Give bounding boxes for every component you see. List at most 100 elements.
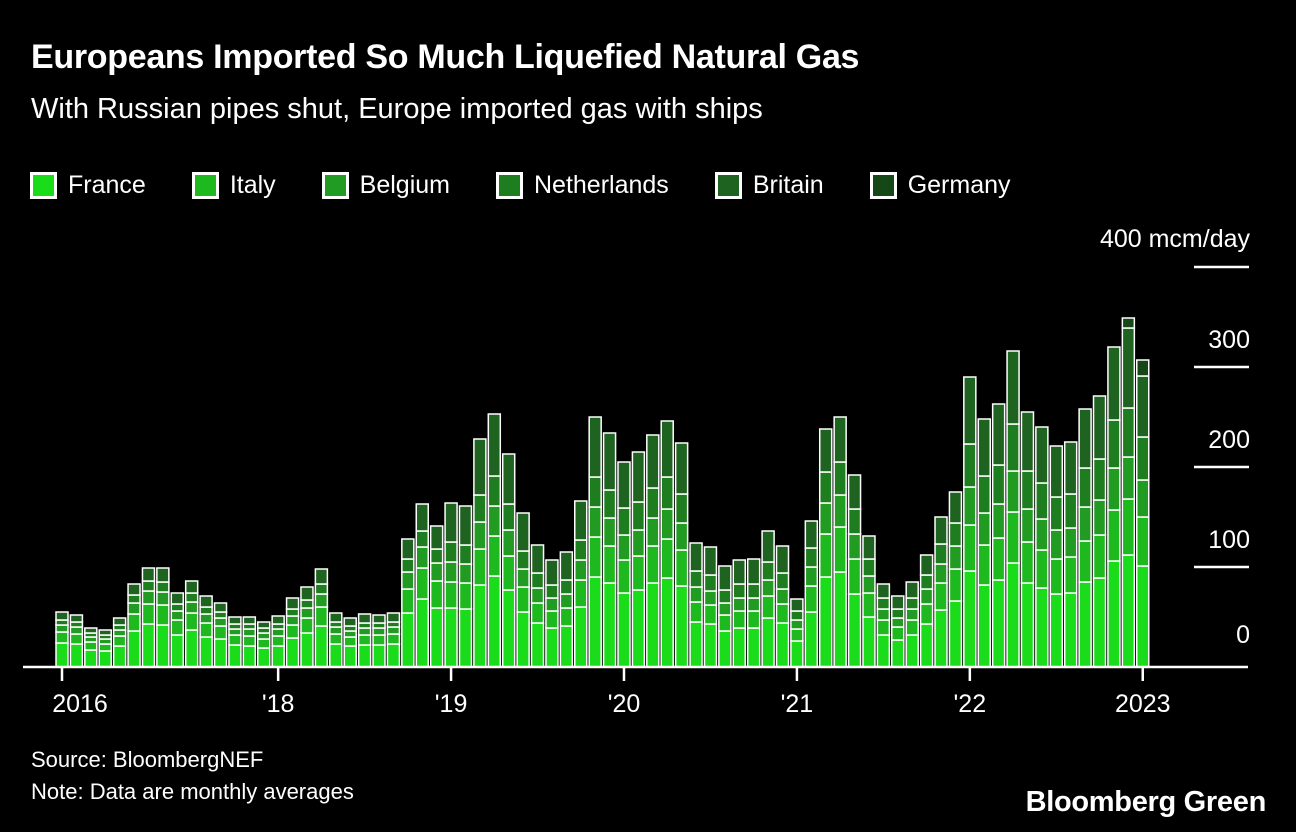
bar-segment-britain <box>127 583 141 596</box>
bar-segment-italy <box>905 619 919 636</box>
bar-segment-britain <box>1136 375 1150 438</box>
bar-segment-britain <box>804 520 819 549</box>
bar-segment-netherlands <box>1049 496 1064 531</box>
x-axis-label-2016: 2016 <box>52 690 108 718</box>
bar-segment-netherlands <box>1092 458 1107 501</box>
bar-segment-italy <box>617 559 631 594</box>
bar-segment-france <box>285 637 300 668</box>
bar-segment-netherlands <box>170 603 185 612</box>
bar-segment-france <box>588 576 602 668</box>
bar-segment-belgium <box>1078 506 1092 542</box>
bar-segment-italy <box>862 592 876 618</box>
bar-segment-france <box>790 640 804 668</box>
bar-segment-france <box>256 647 271 668</box>
bar-segment-britain <box>588 416 602 478</box>
bar-segment-italy <box>184 612 199 631</box>
bar-segment-france <box>1063 592 1078 668</box>
bar-segment-netherlands <box>919 574 934 590</box>
bar-segment-netherlands <box>876 597 891 610</box>
bar-segment-italy <box>674 549 689 587</box>
bar-segment-italy <box>473 548 487 586</box>
bar-segment-britain <box>761 530 775 563</box>
bar-segment-britain <box>977 418 991 477</box>
bar-segment-britain <box>1049 445 1064 498</box>
bar-segment-france <box>84 649 98 668</box>
y-axis-label-0: 0 <box>1236 621 1250 649</box>
bar-segment-italy <box>444 581 458 609</box>
bar-segment-belgium <box>343 630 357 638</box>
bar-segment-netherlands <box>775 572 790 590</box>
bar-segment-britain <box>1063 441 1078 495</box>
legend-label-netherlands: Netherlands <box>534 171 669 199</box>
bar-segment-netherlands <box>1078 467 1092 508</box>
bar-segment-france <box>329 643 343 668</box>
bar-segment-france <box>1121 554 1136 668</box>
bar-segment-belgium <box>862 575 876 594</box>
bar-segment-britain <box>401 538 415 560</box>
bar-segment-britain <box>746 558 761 585</box>
bar-segment-france <box>919 623 934 668</box>
bar-segment-netherlands <box>156 581 170 593</box>
bar-segment-france <box>343 645 357 668</box>
bar-segment-belgium <box>545 597 559 612</box>
bar-segment-belgium <box>847 533 862 560</box>
bar-segment-belgium <box>256 632 271 640</box>
bar-segment-britain <box>963 376 977 445</box>
bar-segment-belgium <box>775 588 790 605</box>
bar-segment-belgium <box>300 607 314 619</box>
bar-segment-italy <box>84 641 98 651</box>
bar-segment-britain <box>156 567 170 583</box>
bar-segment-netherlands <box>444 541 458 563</box>
bar-segment-netherlands <box>300 599 314 609</box>
bar-segment-france <box>501 589 516 668</box>
bar-segment-france <box>660 577 674 668</box>
note-text: Note: Data are monthly averages <box>31 779 354 804</box>
bar-segment-italy <box>300 617 314 634</box>
legend-swatch-netherlands-icon <box>496 172 523 199</box>
bar-segment-italy <box>401 588 415 614</box>
bar-segment-britain <box>891 595 905 610</box>
bar-segment-netherlands <box>718 589 732 604</box>
bar-segment-britain <box>1121 327 1136 409</box>
bar-segment-france <box>891 639 905 668</box>
bar-segment-belgium <box>285 615 300 626</box>
bar-segment-netherlands <box>891 608 905 619</box>
bar-segment-france <box>156 624 170 668</box>
bar-segment-britain <box>1078 408 1092 469</box>
bar-segment-britain <box>473 438 487 496</box>
bar-segment-france <box>804 611 819 668</box>
bar-segment-italy <box>357 634 372 646</box>
bar-segment-netherlands <box>559 579 574 595</box>
bar-segment-britain <box>458 505 473 546</box>
bar-segment-italy <box>1092 534 1107 579</box>
bar-segment-italy <box>213 625 228 640</box>
bar-segment-germany <box>1136 359 1150 377</box>
bar-segment-italy <box>55 631 69 644</box>
bar-segment-britain <box>602 432 617 491</box>
bar-segment-italy <box>386 633 401 645</box>
bar-segment-france <box>415 598 429 668</box>
bar-segment-italy <box>487 535 502 577</box>
bar-segment-italy <box>228 634 242 646</box>
bar-segment-netherlands <box>847 508 862 535</box>
bar-segment-britain <box>732 559 747 585</box>
bar-segment-italy <box>1049 558 1064 595</box>
bar-segment-belgium <box>242 628 257 637</box>
bar-segment-britain <box>934 516 948 545</box>
legend-item-britain: Britain <box>714 171 824 200</box>
legend-swatch-germany-icon <box>869 172 897 199</box>
bar-segment-belgium <box>559 593 574 609</box>
legend-label-belgium: Belgium <box>359 171 450 199</box>
bar-segment-belgium <box>329 626 343 635</box>
bar-segment-france <box>761 617 775 668</box>
bar-segment-france <box>141 623 156 668</box>
bar-segment-belgium <box>271 628 285 637</box>
bar-segment-italy <box>948 568 963 602</box>
bar-segment-belgium <box>1006 470 1020 513</box>
bar-segment-britain <box>948 491 963 524</box>
bar-segment-france <box>444 607 458 668</box>
bar-segment-britain <box>170 592 185 605</box>
legend-item-france: France <box>30 171 146 200</box>
bar-segment-italy <box>876 619 891 636</box>
bar-segment-france <box>372 644 386 668</box>
